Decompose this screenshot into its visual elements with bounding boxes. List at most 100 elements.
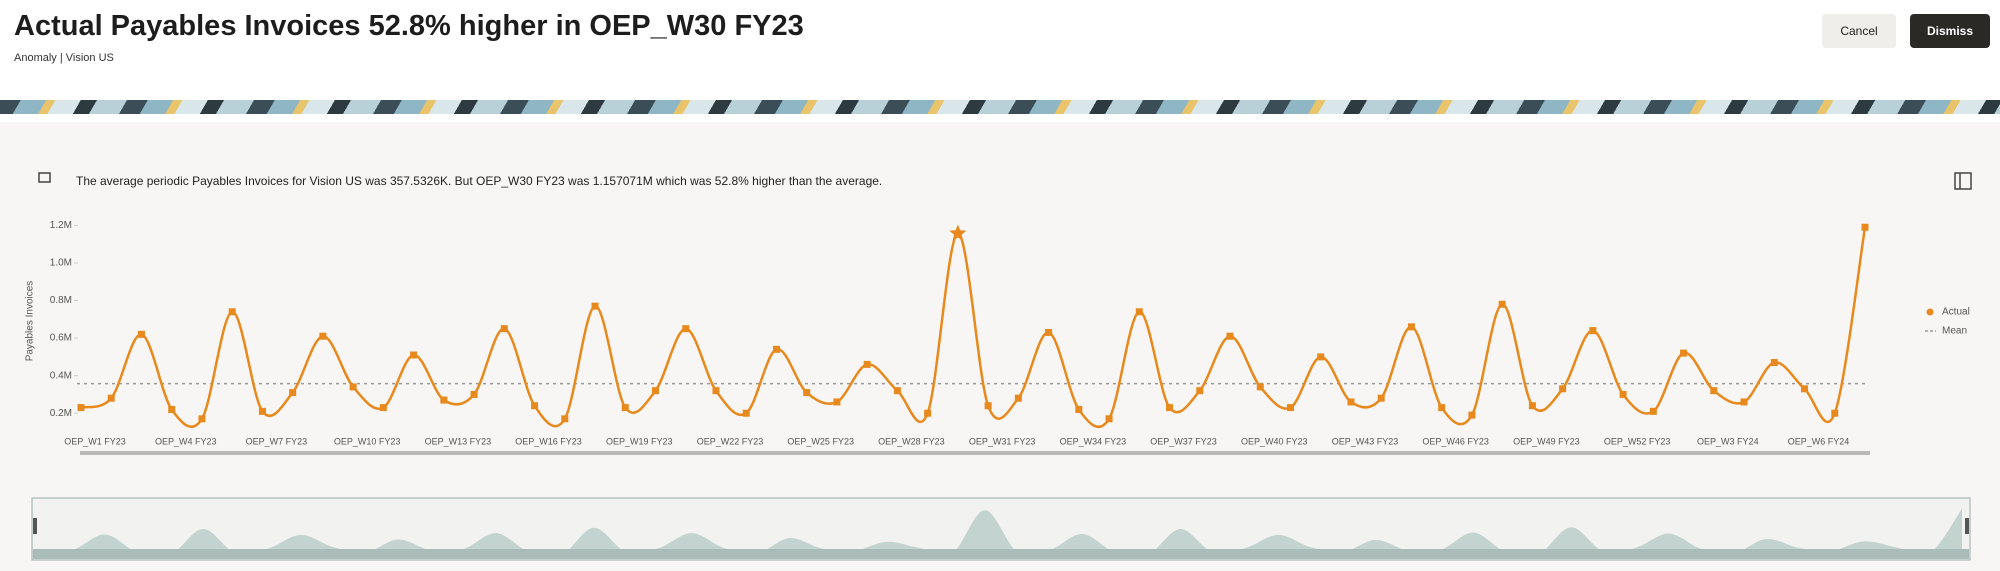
x-tick-label: OEP_W46 FY23 (1422, 436, 1489, 446)
x-tick-label: OEP_W19 FY23 (606, 436, 673, 446)
point-marker (168, 405, 176, 413)
point-marker (561, 415, 569, 423)
x-tick-label: OEP_W10 FY23 (334, 436, 401, 446)
point-marker (1105, 415, 1113, 423)
x-axis-scrollbar[interactable] (80, 451, 1870, 455)
info-icon (38, 172, 51, 183)
panel-toggle-icon[interactable] (1954, 172, 1972, 190)
point-marker (1619, 390, 1627, 398)
point-marker (1014, 394, 1022, 402)
x-tick-label: OEP_W49 FY23 (1513, 436, 1580, 446)
description: The average periodic Payables Invoices f… (76, 174, 882, 188)
point-marker (1710, 387, 1718, 395)
x-tick-label: OEP_W13 FY23 (425, 436, 492, 446)
legend-label: Actual (1942, 307, 1970, 318)
x-tick-label: OEP_W52 FY23 (1604, 436, 1671, 446)
y-axis-title: Payables Invoices (25, 281, 36, 362)
x-tick-label: OEP_W22 FY23 (697, 436, 764, 446)
x-tick-label: OEP_W16 FY23 (515, 436, 582, 446)
overview-area (40, 508, 1962, 558)
point-marker (500, 325, 508, 333)
x-tick-label: OEP_W4 FY23 (155, 436, 217, 446)
cancel-button[interactable]: Cancel (1822, 14, 1896, 48)
point-marker (137, 330, 145, 338)
x-tick-label: OEP_W25 FY23 (787, 436, 854, 446)
point-marker (1226, 332, 1234, 340)
point-marker (924, 409, 932, 417)
point-marker (1649, 407, 1657, 415)
point-marker (107, 394, 115, 402)
dismiss-button[interactable]: Dismiss (1910, 14, 1990, 48)
point-marker (772, 345, 780, 353)
point-marker (863, 360, 871, 368)
point-marker (984, 402, 992, 410)
point-marker (228, 308, 236, 316)
point-marker (1075, 405, 1083, 413)
x-tick-label: OEP_W7 FY23 (246, 436, 308, 446)
legend-label: Mean (1942, 326, 1967, 337)
point-marker (591, 302, 599, 310)
point-marker (1196, 387, 1204, 395)
point-marker (1831, 409, 1839, 417)
point-marker (1438, 404, 1446, 412)
x-tick-label: OEP_W43 FY23 (1332, 436, 1399, 446)
point-marker (1347, 398, 1355, 406)
x-tick-label: OEP_W37 FY23 (1150, 436, 1217, 446)
point-marker (742, 409, 750, 417)
point-marker (289, 389, 297, 397)
x-tick-label: OEP_W40 FY23 (1241, 436, 1308, 446)
point-marker (531, 402, 539, 410)
point-marker (1861, 223, 1869, 231)
actual-line (80, 227, 1867, 429)
x-tick-label: OEP_W31 FY23 (969, 436, 1036, 446)
decorative-band (0, 100, 2000, 114)
y-tick-label: 0.2M (50, 408, 72, 419)
y-tick-label: 0.8M (50, 295, 72, 306)
point-marker (621, 404, 629, 412)
point-marker (1740, 398, 1748, 406)
x-tick-label: OEP_W34 FY23 (1060, 436, 1127, 446)
point-marker (1589, 327, 1597, 335)
point-marker (470, 390, 478, 398)
point-marker (440, 396, 448, 404)
y-tick-label: 1.2M (50, 220, 72, 231)
point-marker (1317, 353, 1325, 361)
legend-marker (1926, 308, 1934, 316)
anomaly-marker (949, 224, 967, 241)
page-title: Actual Payables Invoices 52.8% higher in… (14, 10, 804, 42)
point-marker (379, 404, 387, 412)
point-marker (1256, 383, 1264, 391)
point-marker (258, 407, 266, 415)
point-marker (833, 398, 841, 406)
y-tick-label: 1.0M (50, 258, 72, 269)
point-marker (1770, 359, 1778, 367)
point-marker (1559, 385, 1567, 393)
point-marker (682, 325, 690, 333)
point-marker (1045, 328, 1053, 336)
y-tick-label: 0.4M (50, 370, 72, 381)
x-tick-label: OEP_W6 FY24 (1788, 436, 1850, 446)
point-marker (1135, 308, 1143, 316)
point-marker (652, 387, 660, 395)
point-marker (349, 383, 357, 391)
overview-bottom-bar (33, 549, 1969, 559)
point-marker (1286, 404, 1294, 412)
x-tick-label: OEP_W28 FY23 (878, 436, 945, 446)
point-marker (1377, 394, 1385, 402)
overview-handle-left[interactable] (33, 518, 37, 534)
point-marker (410, 351, 418, 359)
overview-handle-right[interactable] (1965, 518, 1969, 534)
point-marker (712, 387, 720, 395)
y-tick-label: 0.6M (50, 333, 72, 344)
point-marker (1680, 349, 1688, 357)
point-marker (1468, 411, 1476, 419)
point-marker (77, 404, 85, 412)
point-marker (198, 415, 206, 423)
x-tick-label: OEP_W1 FY23 (64, 436, 126, 446)
point-marker (803, 389, 811, 397)
point-marker (1801, 385, 1809, 393)
point-marker (319, 332, 327, 340)
point-marker (1498, 300, 1506, 308)
